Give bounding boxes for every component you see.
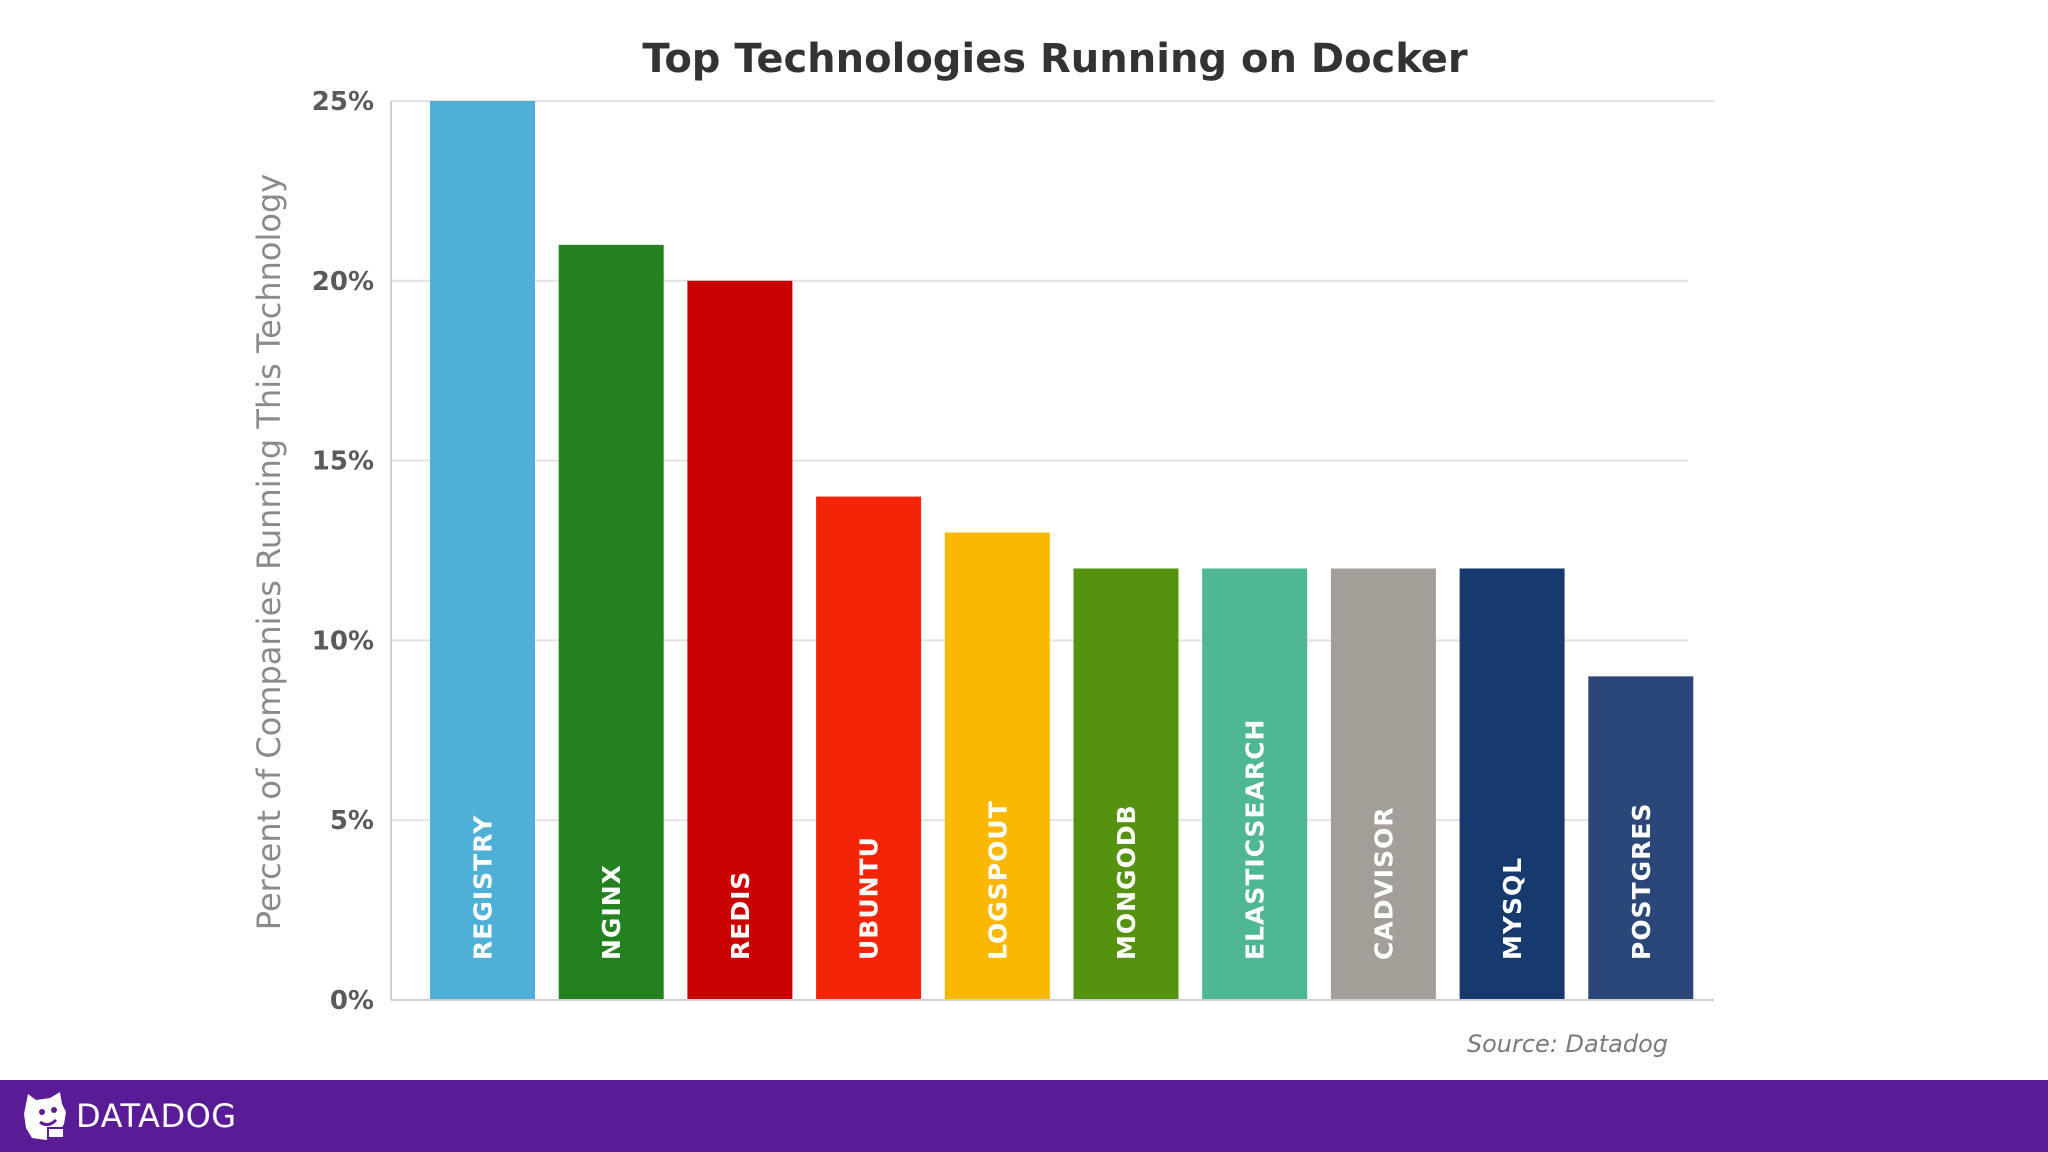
bar-label-mongodb: MONGODB: [1112, 804, 1141, 960]
bar-postgres: [1588, 676, 1694, 1000]
y-tick-label: 20%: [312, 267, 374, 297]
bar-cadvisor: [1330, 568, 1436, 1000]
y-tick-label: 0%: [330, 986, 374, 1016]
bar-label-mysql: MYSQL: [1498, 857, 1527, 960]
bar-chart: Top Technologies Running on Docker 0% 5% 1…: [250, 36, 1714, 1058]
bar-nginx: [558, 244, 664, 1001]
y-tick-label: 5%: [330, 806, 374, 836]
y-tick-label: 10%: [312, 626, 374, 656]
bar-mongodb: [1073, 568, 1179, 1000]
bar-label-logspout: LOGSPOUT: [983, 800, 1012, 960]
y-tick-labels: 0% 5% 10% 15% 20% 25%: [312, 87, 374, 1016]
bar-label-elasticsearch: ELASTICSEARCH: [1241, 719, 1270, 960]
y-tick-label: 25%: [312, 87, 374, 117]
bar-label-registry: REGISTRY: [469, 815, 498, 960]
bar-label-redis: REDIS: [726, 871, 755, 960]
y-tick-label: 15%: [312, 447, 374, 477]
bar-label-ubuntu: UBUNTU: [855, 836, 884, 960]
bar-label-postgres: POSTGRES: [1627, 803, 1656, 961]
bar-label-cadvisor: CADVISOR: [1369, 806, 1398, 960]
bar-registry: [430, 101, 535, 1000]
bars: REGISTRY NGINX REDIS UBUNTU LOGSPOUT MONGODB E…: [430, 101, 1694, 1001]
chart-title: Top Technologies Running on Docker: [642, 36, 1468, 82]
bar-logspout: [944, 532, 1050, 1000]
y-axis-label: Percent of Companies Running This Techno…: [250, 174, 288, 930]
bar-ubuntu: [816, 496, 922, 1000]
bar-redis: [687, 280, 793, 1000]
datadog-dog-icon: [24, 1092, 66, 1140]
bar-mysql: [1459, 568, 1565, 1000]
source-note: Source: Datadog: [1467, 1030, 1668, 1058]
footer-bar: DATADOG: [0, 1080, 2048, 1152]
bar-label-nginx: NGINX: [597, 864, 626, 960]
bar-elasticsearch: [1202, 568, 1308, 1000]
brand-name: DATADOG: [76, 1097, 237, 1135]
